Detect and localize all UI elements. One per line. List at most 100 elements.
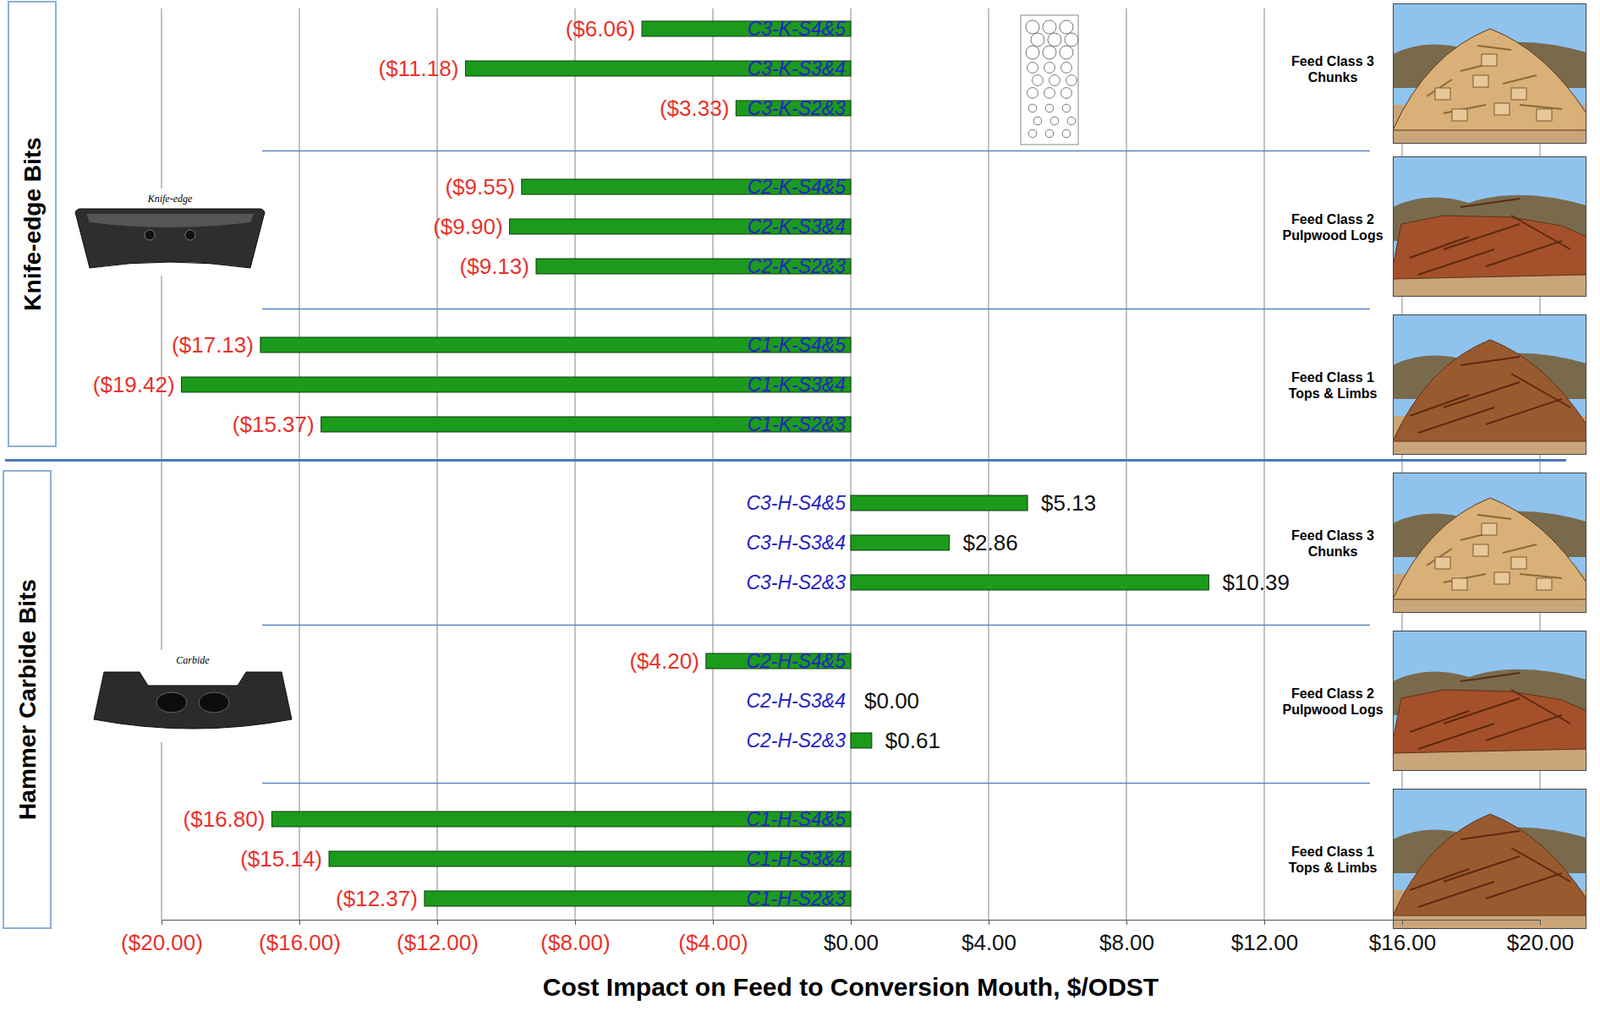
photo-sky xyxy=(1392,314,1587,455)
category-label: C3-K-S2&3 xyxy=(747,97,847,120)
x-tick: $20.00 xyxy=(1506,920,1575,956)
photo-texture xyxy=(1511,215,1571,250)
screen-hole xyxy=(1049,75,1061,87)
photo-chunk xyxy=(1435,557,1451,570)
x-axis: ($20.00)($16.00)($12.00)($8.00)($4.00)$0… xyxy=(120,920,1574,956)
photo-texture xyxy=(1443,382,1520,408)
category-label: C2-K-S4&5 xyxy=(747,175,847,198)
x-tick: ($20.00) xyxy=(120,920,203,956)
photo-texture xyxy=(1502,544,1537,554)
photo-pile xyxy=(1392,339,1587,442)
x-tick-label: ($16.00) xyxy=(258,930,341,956)
photos xyxy=(1392,3,1587,930)
panels: Knife-edge BitsKnife-edgeHammer Carbide … xyxy=(3,1,298,929)
photo-texture xyxy=(1443,698,1520,724)
x-tick-mark xyxy=(437,920,439,926)
value-label: ($3.33) xyxy=(659,95,729,121)
screen-hole xyxy=(1032,75,1044,87)
chart: C3-K-S4&5C3-K-S3&4C3-K-S2&3C2-K-S4&5C2-K… xyxy=(0,0,1600,1011)
screen-hole xyxy=(1027,87,1039,99)
photo-sky xyxy=(1392,472,1587,614)
photo-texture xyxy=(1460,198,1520,208)
screen-hole xyxy=(1050,116,1059,126)
photo-texture xyxy=(1485,873,1562,899)
screen-hole xyxy=(1061,87,1073,99)
group-subtitle: Chunks xyxy=(1308,70,1359,85)
bit-highlight xyxy=(86,213,254,228)
photo-frame xyxy=(1393,789,1587,930)
feed-photo xyxy=(1392,3,1587,144)
value-label: ($9.13) xyxy=(460,253,530,280)
group-title: Feed Class 2 xyxy=(1291,686,1375,702)
screen-frame xyxy=(1020,15,1079,145)
photo-chunk xyxy=(1473,75,1489,88)
photo-pile xyxy=(1392,215,1587,280)
photo-sky xyxy=(1392,3,1587,144)
panel-box xyxy=(3,471,51,929)
category-label: C2-H-S2&3 xyxy=(745,729,846,752)
panel-box xyxy=(8,1,56,447)
value-label: $5.13 xyxy=(1041,490,1096,516)
value-label: ($11.18) xyxy=(378,55,459,82)
photo-frame xyxy=(1393,315,1587,455)
bit-hole xyxy=(185,230,196,241)
screen-hole xyxy=(1047,32,1062,47)
x-tick: $8.00 xyxy=(1099,920,1155,956)
x-axis-title: Cost Impact on Feed to Conversion Mouth,… xyxy=(542,973,1159,1002)
photo-pile xyxy=(1392,498,1587,600)
bar xyxy=(850,693,852,709)
bit-image: Knife-edge xyxy=(69,188,271,276)
screen-hole xyxy=(1045,104,1054,113)
photo-chunk xyxy=(1481,523,1497,536)
group-title: Feed Class 2 xyxy=(1291,212,1375,227)
photo-texture xyxy=(1485,241,1562,267)
category-label: C1-H-S2&3 xyxy=(745,887,846,910)
screen-hole xyxy=(1027,62,1039,74)
photo-texture xyxy=(1485,715,1562,741)
x-tick: $4.00 xyxy=(961,920,1017,956)
screen-hole xyxy=(1045,129,1054,138)
photo-sky xyxy=(1392,789,1587,930)
value-label: $0.00 xyxy=(864,688,920,714)
x-tick-label: $0.00 xyxy=(823,930,879,956)
photo-texture xyxy=(1418,407,1495,433)
x-tick-mark xyxy=(1126,920,1128,926)
photo-sky xyxy=(1392,630,1587,772)
photo-texture xyxy=(1502,75,1537,84)
group-labels: Feed Class 3ChunksFeed Class 2Pulpwood L… xyxy=(1282,54,1383,876)
x-tick-label: ($4.00) xyxy=(678,930,748,956)
photo-frame xyxy=(1393,157,1587,297)
bit-bg xyxy=(87,650,298,743)
photo-texture xyxy=(1418,882,1495,908)
group-separator xyxy=(262,150,1370,153)
screen-hole xyxy=(1061,62,1073,74)
photo-pile xyxy=(1392,814,1587,916)
x-tick-label: ($8.00) xyxy=(540,930,610,956)
grid-line xyxy=(1401,8,1403,921)
x-tick: $16.00 xyxy=(1369,920,1437,956)
category-label: C3-H-S3&4 xyxy=(745,531,846,554)
value-label: ($19.42) xyxy=(93,372,176,398)
screen-hole xyxy=(1059,20,1074,34)
bit-shape xyxy=(93,672,292,729)
group-separator xyxy=(262,624,1370,627)
photo-texture xyxy=(1443,856,1520,883)
feed-photo xyxy=(1392,472,1587,614)
grid-line xyxy=(160,8,162,921)
screen-hole xyxy=(1059,45,1074,60)
photo-texture xyxy=(1511,373,1571,408)
x-tick-mark xyxy=(850,920,852,926)
panel-title: Knife-edge Bits xyxy=(19,136,46,311)
x-tick-mark xyxy=(1402,920,1403,926)
x-tick: ($16.00) xyxy=(258,920,341,956)
value-label: ($12.37) xyxy=(335,886,418,912)
photo-texture xyxy=(1409,236,1469,258)
bar xyxy=(850,575,1209,591)
photo-texture xyxy=(1511,848,1571,883)
x-tick-mark xyxy=(161,920,163,926)
photo-texture xyxy=(1485,399,1562,425)
screen-hole xyxy=(1044,62,1056,74)
category-label: C3-H-S4&5 xyxy=(745,492,846,515)
category-label: C2-K-S2&3 xyxy=(747,255,847,278)
bit-label: Knife-edge xyxy=(147,192,193,205)
